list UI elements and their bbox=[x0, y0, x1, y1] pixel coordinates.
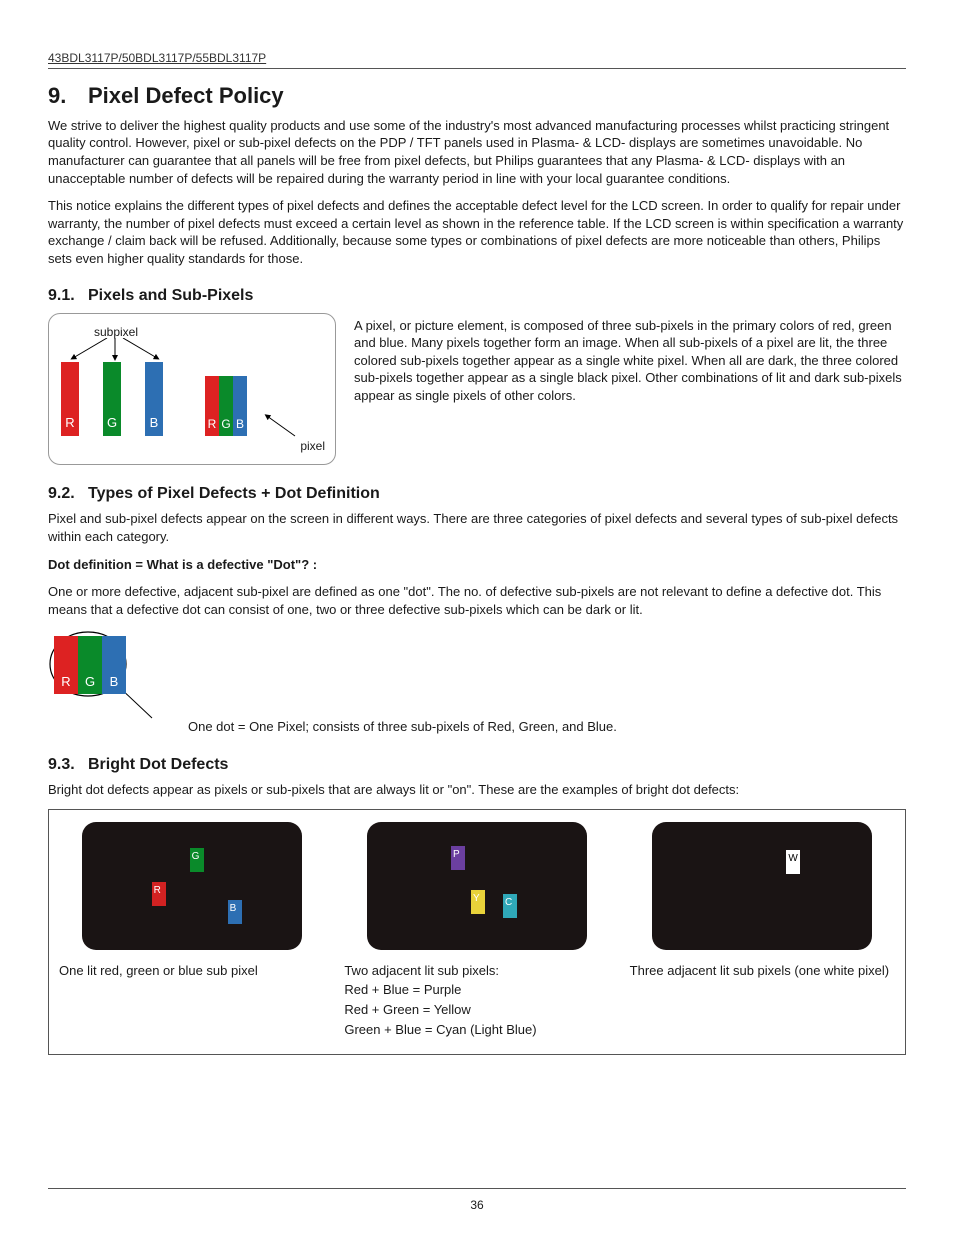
subpixel-arrows bbox=[61, 340, 191, 362]
section-9-2-heading: 9.2.Types of Pixel Defects + Dot Definit… bbox=[48, 483, 906, 505]
section-9-3-heading: 9.3.Bright Dot Defects bbox=[48, 754, 906, 776]
bright-dot-table: RG B One lit red, green or blue sub pixel P… bbox=[48, 809, 906, 1055]
section-9-1-body: A pixel, or picture element, is composed… bbox=[354, 317, 906, 405]
chip-b: B bbox=[228, 900, 242, 924]
h1-text: Pixel Defect Policy bbox=[88, 83, 284, 108]
h1-number: 9. bbox=[48, 81, 88, 111]
bright-dot-cell-0: RG B One lit red, green or blue sub pixel bbox=[49, 810, 334, 1054]
subpixel-group-separated: R G B bbox=[61, 362, 163, 436]
chip-p: P bbox=[451, 846, 465, 870]
dot-definition-label: Dot definition = What is a defective "Do… bbox=[48, 556, 906, 574]
section-9-1-number: 9.1. bbox=[48, 285, 88, 307]
section-9-3-title: Bright Dot Defects bbox=[88, 756, 228, 773]
bright-dot-caption-1-3: Green + Blue = Cyan (Light Blue) bbox=[344, 1021, 609, 1039]
pixel-group-combined: R G B bbox=[205, 376, 247, 436]
section-9-2-p1: Pixel and sub-pixel defects appear on th… bbox=[48, 510, 906, 545]
pixel-red: R bbox=[205, 376, 219, 436]
chip-g: G bbox=[190, 848, 204, 872]
section-9-2-number: 9.2. bbox=[48, 483, 88, 505]
intro-paragraph-1: We strive to deliver the highest quality… bbox=[48, 117, 906, 187]
dot-blue: B bbox=[102, 636, 126, 694]
subpixel-red: R bbox=[61, 362, 79, 436]
section-9-1-heading: 9.1.Pixels and Sub-Pixels bbox=[48, 285, 906, 307]
pixel-label: pixel bbox=[300, 438, 325, 454]
chip-y: Y bbox=[471, 890, 485, 914]
dot-red: R bbox=[54, 636, 78, 694]
subpixel-diagram: subpixel R G B R G B bbox=[48, 313, 336, 465]
pixel-blue: B bbox=[233, 376, 247, 436]
chip-r: R bbox=[152, 882, 166, 906]
subpixel-blue: B bbox=[145, 362, 163, 436]
subpixel-green: G bbox=[103, 362, 121, 436]
bright-dot-caption-1-1: Red + Blue = Purple bbox=[344, 981, 609, 999]
intro-paragraph-2: This notice explains the different types… bbox=[48, 197, 906, 267]
bright-dot-screen-0: RG B bbox=[82, 822, 302, 950]
section-9-2-p2: One or more defective, adjacent sub-pixe… bbox=[48, 583, 906, 618]
bright-dot-caption-2-0: Three adjacent lit sub pixels (one white… bbox=[630, 962, 895, 980]
bright-dot-screen-1: PYC bbox=[367, 822, 587, 950]
bright-dot-caption-1-0: Two adjacent lit sub pixels: bbox=[344, 962, 609, 980]
section-9-3-intro: Bright dot defects appear as pixels or s… bbox=[48, 781, 906, 799]
pixel-arrow-icon bbox=[261, 412, 301, 440]
chip-w: W bbox=[786, 850, 800, 874]
pixel-green: G bbox=[219, 376, 233, 436]
bright-dot-caption-1-2: Red + Green = Yellow bbox=[344, 1001, 609, 1019]
page-title: 9.Pixel Defect Policy bbox=[48, 81, 906, 111]
chip-c: C bbox=[503, 894, 517, 918]
bright-dot-cell-1: PYC Two adjacent lit sub pixels:Red + Blu… bbox=[334, 810, 619, 1054]
page-number: 36 bbox=[470, 1198, 483, 1212]
header-models: 43BDL3117P/50BDL3117P/55BDL3117P bbox=[48, 50, 906, 69]
section-9-3-number: 9.3. bbox=[48, 754, 88, 776]
bright-dot-caption-0-0: One lit red, green or blue sub pixel bbox=[59, 962, 324, 980]
page-footer: 36 bbox=[0, 1188, 954, 1213]
dot-caption: One dot = One Pixel; consists of three s… bbox=[188, 718, 906, 736]
dot-diagram: R G B bbox=[48, 628, 156, 724]
bright-dot-screen-2: W bbox=[652, 822, 872, 950]
dot-green: G bbox=[78, 636, 102, 694]
section-9-1-title: Pixels and Sub-Pixels bbox=[88, 287, 253, 304]
section-9-2-title: Types of Pixel Defects + Dot Definition bbox=[88, 485, 380, 502]
bright-dot-cell-2: W Three adjacent lit sub pixels (one whit… bbox=[620, 810, 905, 1054]
